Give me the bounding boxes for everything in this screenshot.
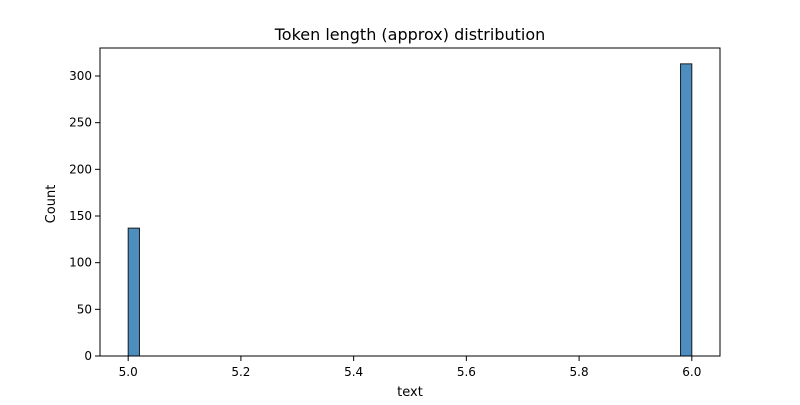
x-tick-label: 6.0 [682,365,701,379]
bars-group [127,63,693,357]
x-ticks-group: 5.0 5.2 5.4 5.6 5.8 6.0 [119,356,701,379]
x-tick-label: 5.6 [457,365,476,379]
y-axis-label: Count [44,185,59,224]
y-tick-label: 250 [69,116,92,130]
histogram-bar-0 [127,227,140,357]
y-tick-label: 300 [69,69,92,83]
x-tick-label: 5.0 [119,365,138,379]
y-tick-label: 150 [69,209,92,223]
histogram-bar-1 [680,63,693,357]
axes-group [99,47,721,357]
chart-title: Token length (approx) distribution [274,25,546,44]
plot-frame [99,47,721,357]
y-tick-label: 0 [84,349,92,363]
x-axis-label: text [397,385,423,400]
y-ticks-group: 0 50 100 150 200 250 300 [69,69,100,363]
x-tick-label: 5.4 [344,365,363,379]
x-tick-label: 5.8 [570,365,589,379]
y-tick-label: 50 [77,302,92,316]
y-tick-label: 200 [69,162,92,176]
y-tick-label: 100 [69,256,92,270]
x-tick-label: 5.2 [231,365,250,379]
